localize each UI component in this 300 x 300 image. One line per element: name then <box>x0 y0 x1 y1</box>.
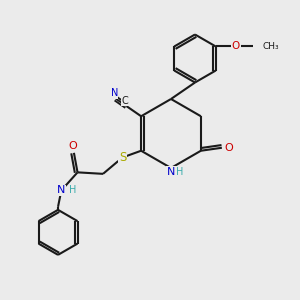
Text: N: N <box>57 185 65 195</box>
Text: C: C <box>122 96 128 106</box>
Text: CH₃: CH₃ <box>262 42 279 51</box>
Text: N: N <box>167 167 175 177</box>
Text: N: N <box>111 88 118 98</box>
Text: O: O <box>68 141 77 151</box>
Text: O: O <box>224 143 233 153</box>
Text: S: S <box>119 151 126 164</box>
Text: O: O <box>232 41 240 52</box>
Text: H: H <box>176 167 183 177</box>
Text: H: H <box>69 185 76 195</box>
